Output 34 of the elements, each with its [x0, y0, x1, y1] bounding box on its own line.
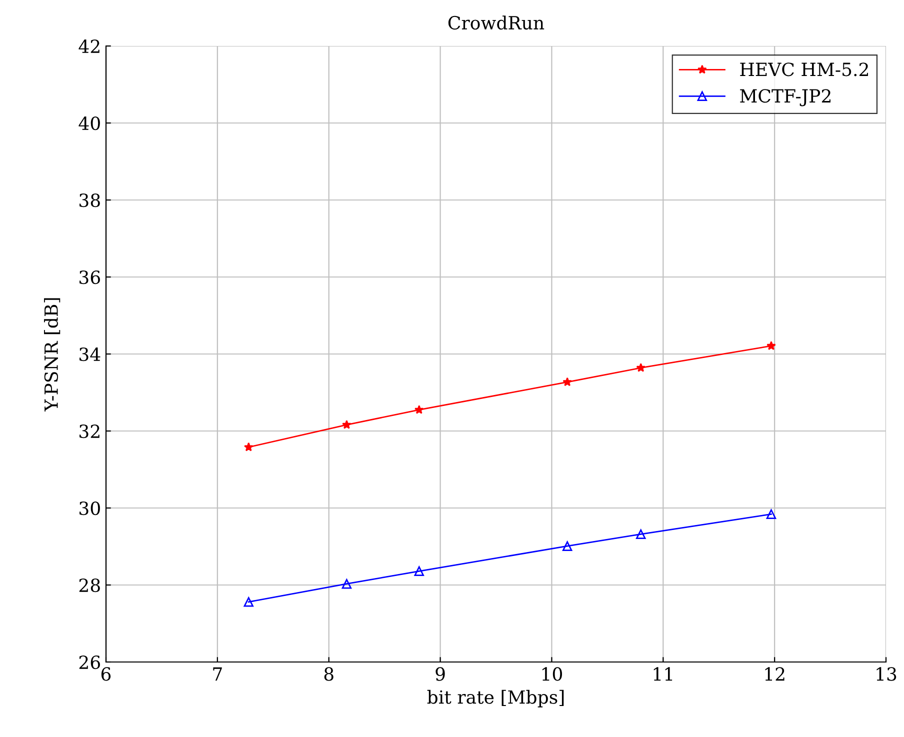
point: [244, 442, 254, 452]
point: [636, 529, 646, 540]
x-tick-label: 8: [324, 667, 334, 681]
point: [414, 566, 424, 576]
y-tick-label: 26: [79, 655, 100, 670]
point: [244, 597, 254, 607]
x-axis-title: bit rate [Mbps]: [427, 690, 564, 708]
x-tick-label: 9: [436, 667, 445, 681]
x-tick-label: 11: [654, 667, 672, 681]
point: [636, 363, 646, 372]
point: [766, 509, 776, 520]
chart-title: CrowdRun: [448, 16, 544, 30]
point: [342, 578, 352, 589]
y-tick-label: 36: [80, 270, 100, 284]
point: [342, 420, 352, 429]
point: [414, 404, 424, 414]
y-tick-label: 30: [80, 501, 100, 516]
x-tick-label: 13: [876, 667, 896, 681]
x-tick-label: 7: [213, 667, 222, 681]
y-tick-label: 42: [78, 39, 100, 53]
y-tick-label: 32: [80, 424, 100, 438]
x-tick-label: 12: [765, 667, 784, 681]
legend-label: HEVC HM-5.2: [740, 62, 868, 76]
y-tick-label: 34: [80, 347, 100, 362]
x-tick-label: 6: [101, 667, 111, 681]
y-tick-label: 28: [79, 578, 100, 592]
x-tick-label: 10: [542, 667, 562, 681]
point: [562, 541, 572, 551]
point: [562, 377, 572, 386]
y-axis-title: Y-PSNR [dB]: [44, 298, 60, 412]
legend-label: MCTF-JP2: [740, 89, 830, 106]
y-tick-label: 38: [80, 193, 100, 208]
y-tick-label: 40: [78, 116, 100, 130]
point: [766, 341, 776, 350]
